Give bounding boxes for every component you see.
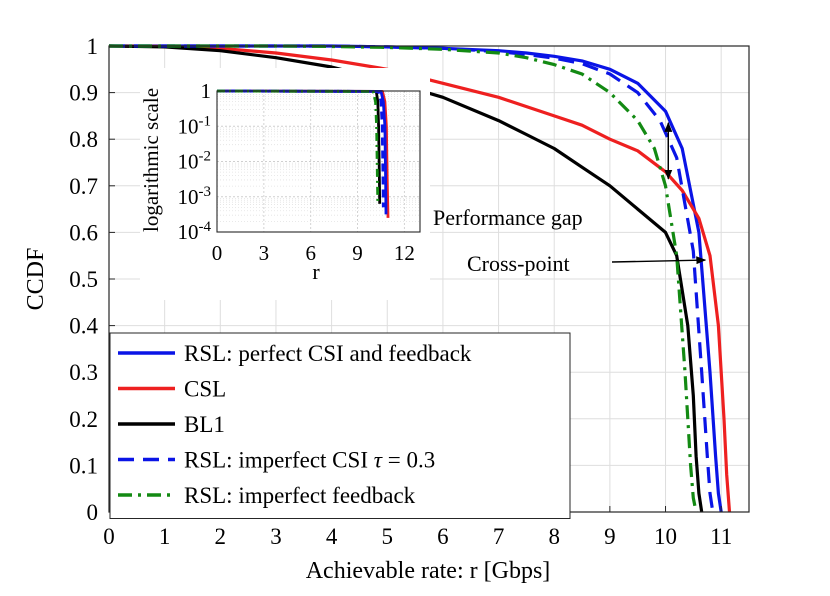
y-tick-label: 0.8: [69, 127, 98, 152]
x-tick-label: 5: [382, 524, 394, 549]
inset-y-tick-label: 10-3: [178, 184, 212, 209]
inset-chart: 0 3 6 9 12 1 10-1 10-2 10-3 10-4 r logarithmic sc…: [139, 68, 430, 300]
performance-gap-label: Performance gap: [433, 205, 583, 230]
inset-tick-labels: 0 3 6 9 12 1 10-1 10-2 10-3 10-4: [178, 79, 415, 265]
x-tick-label: 0: [103, 524, 115, 549]
legend-label-4: RSL: imperfect CSI τ = 0.3: [184, 448, 435, 473]
cross-point-arrow: [611, 256, 707, 265]
x-tick-label: 1: [159, 524, 171, 549]
x-tick-label: 8: [548, 524, 560, 549]
inset-axes-frame: [216, 90, 421, 233]
inset-y-tick-label: 10-2: [178, 149, 212, 174]
legend-label-3: BL1: [184, 412, 225, 437]
y-tick-label: 1: [87, 34, 99, 59]
x-tick-label: 11: [710, 524, 732, 549]
x-tick-label: 7: [493, 524, 505, 549]
y-tick-label: 0.4: [69, 314, 98, 339]
inset-plot-frame: [216, 90, 421, 233]
legend-box: [109, 332, 571, 519]
inset-gridlines: [217, 91, 420, 232]
legend-label-1: RSL: perfect CSI and feedback: [184, 341, 472, 366]
x-axis-label: Achievable rate: r [Gbps]: [306, 558, 551, 584]
inset-y-tick-label: 10-4: [178, 219, 212, 244]
inset-x-tick-label: 0: [212, 241, 223, 265]
x-tick-label: 4: [326, 524, 338, 549]
annotations-group: Performance gap Cross-point: [433, 121, 707, 276]
inset-x-tick-label: 12: [394, 241, 415, 265]
x-tick-label: 9: [604, 524, 616, 549]
y-tick-label: 0.1: [69, 453, 98, 478]
x-tick-label: 6: [437, 524, 449, 549]
y-tick-label: 0.2: [69, 407, 98, 432]
inset-x-tick-label: 9: [352, 241, 363, 265]
x-tick-label: 3: [270, 524, 282, 549]
legend: RSL: perfect CSI and feedback CSL BL1 RSL: …: [109, 332, 571, 519]
y-tick-label: 0.3: [69, 360, 98, 385]
inset-x-tick-label: 6: [305, 241, 316, 265]
inset-y-tick-label: 10-1: [178, 113, 212, 138]
y-tick-label: 0: [87, 500, 99, 525]
main-tick-labels: 0 1 2 3 4 5 6 7 8 9 10 1100.10.20.30.40.50.60.70.80…: [69, 34, 732, 549]
series-line-2: [108, 44, 732, 513]
inset-x-axis-label: r: [312, 259, 320, 284]
x-tick-label: 2: [215, 524, 227, 549]
cross-point-label: Cross-point: [467, 251, 570, 276]
inset-y-axis-label: logarithmic scale: [139, 88, 163, 232]
inset-x-tick-label: 3: [259, 241, 270, 265]
x-tick-label: 10: [654, 524, 677, 549]
legend-label-2: CSL: [184, 377, 226, 402]
series-line-3: [108, 44, 704, 513]
y-axis-label: CCDF: [23, 248, 49, 311]
inset-y-tick-label: 1: [201, 79, 212, 103]
legend-label-5: RSL: imperfect feedback: [184, 483, 416, 508]
y-tick-label: 0.5: [69, 267, 98, 292]
y-tick-label: 0.6: [69, 220, 98, 245]
y-tick-label: 0.9: [69, 81, 98, 106]
y-tick-label: 0.7: [69, 174, 98, 199]
